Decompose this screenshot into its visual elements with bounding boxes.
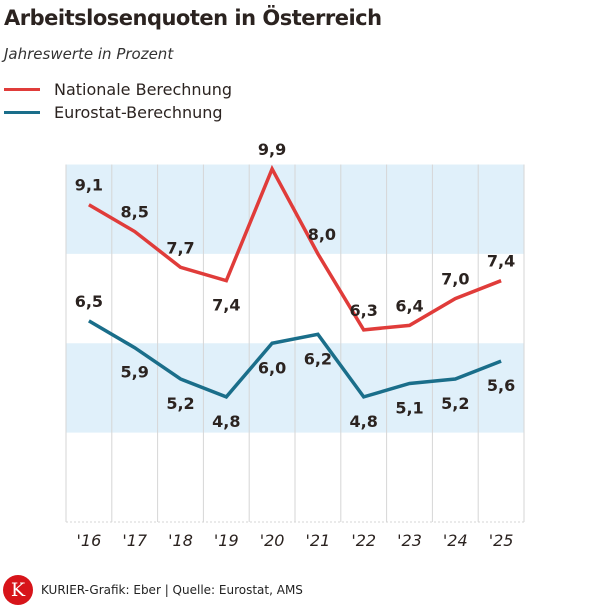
footer: K KURIER-Grafik: Eber | Quelle: Eurostat… xyxy=(0,575,303,605)
data-label: 9,1 xyxy=(75,176,103,195)
data-label: 7,4 xyxy=(487,252,515,271)
data-label: 4,8 xyxy=(212,412,240,431)
kurier-logo: K xyxy=(3,575,33,605)
x-tick-label: '17 xyxy=(122,531,148,550)
source-credit: KURIER-Grafik: Eber | Quelle: Eurostat, … xyxy=(41,583,303,597)
legend-label: Nationale Berechnung xyxy=(54,80,233,99)
legend-swatch xyxy=(4,88,40,91)
legend-item-eurostat: Eurostat-Berechnung xyxy=(4,103,223,122)
data-label: 7,7 xyxy=(166,238,194,257)
data-label: 5,9 xyxy=(121,363,149,382)
chart-subtitle: Jahreswerte in Prozent xyxy=(4,45,174,63)
data-label: 6,4 xyxy=(395,296,423,315)
data-label: 4,8 xyxy=(350,412,378,431)
x-tick-label: '19 xyxy=(214,531,239,550)
legend-label: Eurostat-Berechnung xyxy=(54,103,223,122)
x-tick-label: '25 xyxy=(489,531,514,550)
data-label: 7,0 xyxy=(441,270,469,289)
data-label: 6,2 xyxy=(304,349,332,368)
chart-title: Arbeitslosenquoten in Österreich xyxy=(4,6,382,30)
data-label: 5,6 xyxy=(487,376,515,395)
series-line-eurostat xyxy=(88,319,502,399)
x-tick-label: '22 xyxy=(351,531,376,550)
data-label: 6,0 xyxy=(258,358,286,377)
x-tick-label: '20 xyxy=(260,531,285,550)
data-label: 6,5 xyxy=(75,292,103,311)
x-tick-label: '18 xyxy=(168,531,193,550)
data-label: 8,5 xyxy=(121,203,149,222)
data-label: 8,0 xyxy=(308,225,336,244)
data-label: 5,2 xyxy=(441,394,469,413)
legend-item-national: Nationale Berechnung xyxy=(4,80,232,99)
x-tick-label: '16 xyxy=(77,531,102,550)
data-label: 9,9 xyxy=(258,140,286,159)
data-label: 6,3 xyxy=(350,301,378,320)
x-tick-label: '21 xyxy=(306,531,331,550)
x-tick-label: '24 xyxy=(443,531,468,550)
legend-swatch xyxy=(4,111,40,114)
data-label: 7,4 xyxy=(212,296,240,315)
data-label: 5,2 xyxy=(166,394,194,413)
data-label: 5,1 xyxy=(395,398,423,417)
series-line-national xyxy=(88,164,502,332)
x-tick-label: '23 xyxy=(397,531,422,550)
